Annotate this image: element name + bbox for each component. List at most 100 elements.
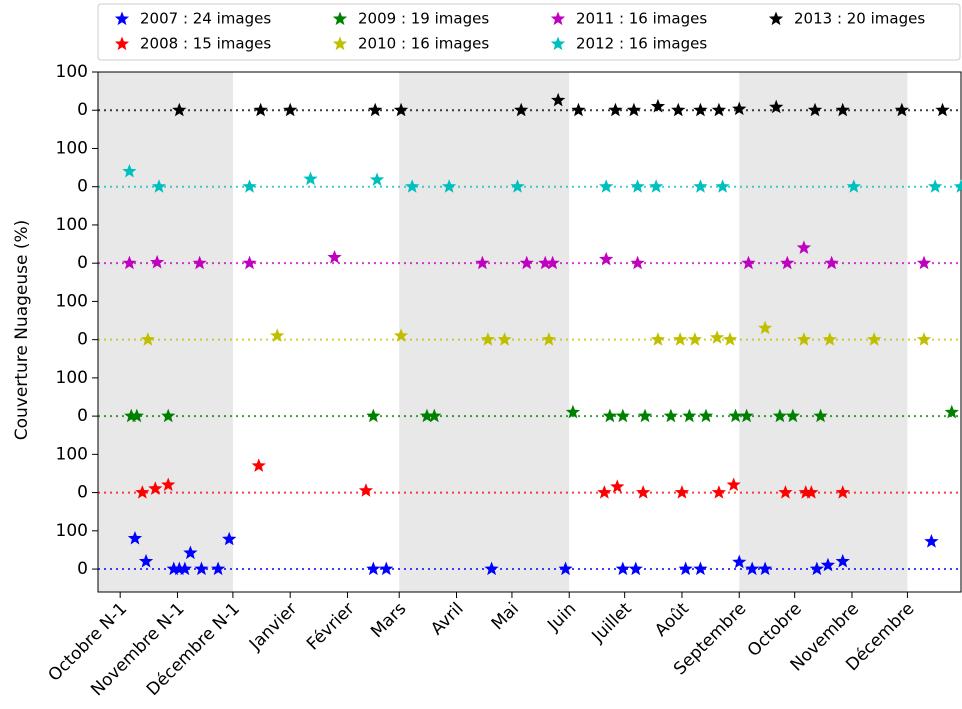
point bbox=[150, 254, 165, 269]
y-tick-label: 100 bbox=[56, 138, 88, 158]
point bbox=[687, 332, 703, 346]
legend-label: 2012 : 16 images bbox=[576, 35, 707, 53]
y-tick-label: 100 bbox=[56, 368, 88, 388]
legend-marker bbox=[114, 11, 130, 26]
point bbox=[379, 561, 394, 576]
point bbox=[637, 408, 653, 423]
point bbox=[678, 561, 693, 576]
point bbox=[796, 240, 812, 254]
point bbox=[711, 485, 727, 499]
point bbox=[253, 102, 268, 117]
legend-marker bbox=[332, 36, 348, 51]
point bbox=[732, 101, 747, 116]
x-tick-label: Avril bbox=[427, 599, 467, 639]
y-tick-label: 0 bbox=[77, 406, 88, 426]
point bbox=[682, 408, 697, 423]
point bbox=[177, 561, 192, 576]
point bbox=[693, 102, 708, 117]
point bbox=[602, 408, 618, 423]
point bbox=[650, 98, 666, 113]
point bbox=[674, 485, 690, 499]
legend-marker bbox=[550, 11, 566, 26]
point bbox=[693, 561, 708, 576]
point bbox=[924, 534, 939, 548]
legend-label: 2008 : 15 images bbox=[140, 35, 271, 53]
point bbox=[161, 408, 176, 423]
legend-box bbox=[97, 3, 961, 61]
point bbox=[711, 102, 727, 117]
point bbox=[599, 179, 614, 193]
point bbox=[541, 332, 557, 346]
point bbox=[780, 255, 795, 270]
legend-label: 2010 : 16 images bbox=[358, 35, 489, 53]
point bbox=[242, 255, 257, 270]
point bbox=[944, 404, 959, 419]
point bbox=[419, 408, 435, 423]
point bbox=[148, 481, 163, 495]
point bbox=[242, 179, 257, 193]
point bbox=[807, 102, 823, 117]
point bbox=[358, 483, 374, 497]
point bbox=[813, 408, 828, 423]
point bbox=[545, 255, 560, 270]
legend-marker bbox=[332, 11, 348, 26]
point bbox=[809, 561, 824, 576]
y-tick-label: 100 bbox=[56, 215, 88, 235]
point bbox=[124, 408, 139, 423]
shaded-span bbox=[739, 72, 908, 592]
point bbox=[183, 545, 198, 560]
point bbox=[599, 251, 614, 266]
point bbox=[368, 102, 383, 117]
x-tick-label: Février bbox=[303, 599, 359, 655]
y-tick-label: 0 bbox=[77, 330, 88, 350]
point bbox=[510, 179, 525, 193]
point bbox=[514, 102, 529, 117]
point bbox=[497, 332, 512, 346]
point bbox=[739, 408, 754, 423]
point bbox=[741, 255, 756, 270]
y-axis-label: Couverture Nuageuse (%) bbox=[12, 220, 32, 441]
point bbox=[194, 561, 209, 576]
point bbox=[135, 485, 150, 499]
point bbox=[698, 408, 714, 423]
point bbox=[393, 102, 409, 117]
point bbox=[366, 408, 381, 423]
point bbox=[722, 332, 738, 346]
y-tick-label: 100 bbox=[56, 291, 88, 311]
point bbox=[916, 255, 932, 270]
point bbox=[726, 477, 741, 492]
x-tick-label: Mai bbox=[488, 599, 523, 634]
y-tick-label: 100 bbox=[56, 521, 88, 541]
point bbox=[693, 179, 708, 193]
point bbox=[804, 485, 819, 499]
x-tick-label: Août bbox=[651, 599, 693, 641]
point bbox=[671, 102, 686, 117]
point bbox=[628, 561, 643, 576]
y-tick-label: 100 bbox=[56, 62, 88, 82]
point bbox=[928, 179, 943, 193]
point bbox=[571, 102, 586, 117]
y-tick-label: 0 bbox=[77, 483, 88, 503]
point bbox=[728, 408, 743, 423]
point bbox=[824, 255, 839, 270]
point bbox=[597, 485, 612, 499]
point bbox=[615, 408, 630, 423]
point bbox=[270, 328, 285, 342]
point bbox=[867, 332, 882, 346]
point bbox=[630, 179, 645, 193]
point bbox=[122, 255, 137, 270]
point bbox=[796, 332, 812, 346]
shaded-span bbox=[98, 72, 233, 592]
point bbox=[405, 179, 420, 193]
point bbox=[303, 171, 318, 186]
point bbox=[648, 179, 664, 193]
point bbox=[166, 561, 181, 576]
point bbox=[615, 561, 630, 576]
legend-marker bbox=[114, 36, 130, 51]
point bbox=[151, 179, 167, 193]
point bbox=[519, 255, 534, 270]
legend-label: 2007 : 24 images bbox=[140, 10, 271, 28]
point bbox=[798, 485, 813, 499]
y-tick-label: 0 bbox=[77, 559, 88, 579]
point bbox=[551, 92, 566, 107]
